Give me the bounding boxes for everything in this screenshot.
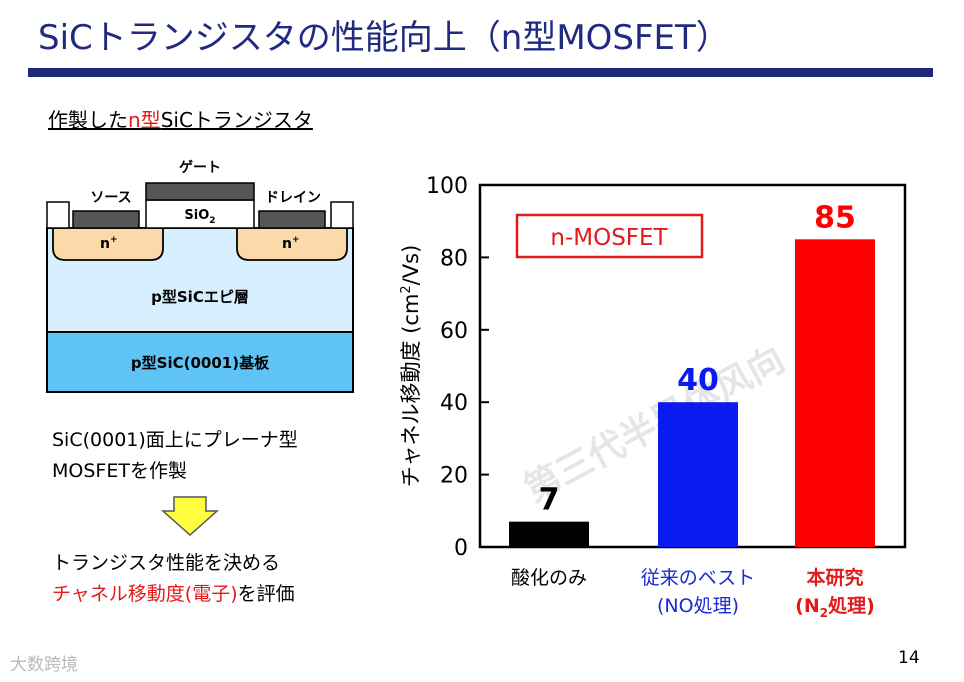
substrate-label: p型SiC(0001)基板: [131, 354, 270, 372]
n-plus-region-source: [52, 227, 164, 261]
y-tick-label: 20: [440, 464, 468, 489]
field-oxide-right: [330, 201, 354, 229]
y-axis-label: チャネル移動度 (cm2/Vs): [399, 245, 423, 488]
bar-value-label: 7: [539, 483, 560, 518]
legend-box: [515, 213, 704, 259]
corner-watermark-logo: 大数跨境: [10, 655, 78, 675]
description-evaluation: トランジスタ性能を決める チャネル移動度(電子)を評価: [52, 548, 295, 610]
source-electrode: [72, 210, 140, 229]
drain-electrode: [258, 210, 326, 229]
gate-label: ゲート: [179, 159, 221, 176]
category-sublabel: (NO処理): [657, 595, 739, 617]
down-arrow-icon: [161, 496, 219, 537]
legend-label: n-MOSFET: [550, 225, 668, 251]
desc2-highlight: チャネル移動度(電子): [52, 583, 238, 605]
epi-layer-label: p型SiCエピ層: [151, 288, 249, 306]
gate-electrode: [145, 182, 255, 201]
page-number: 14: [898, 648, 920, 668]
n-plus-region-drain: [236, 227, 348, 261]
mosfet-cross-section-diagram: p型SiC(0001)基板 p型SiCエピ層 n+ n+ SiO2 ゲート ソー…: [46, 159, 354, 393]
y-tick-label: 40: [440, 391, 468, 416]
field-oxide-left: [46, 201, 70, 229]
category-label: 従来のベスト: [641, 567, 755, 589]
category-sublabel: (N2処理): [795, 594, 875, 620]
y-tick-label: 60: [440, 319, 468, 344]
desc2-line1: トランジスタ性能を決める: [52, 552, 281, 574]
y-tick-label: 80: [440, 246, 468, 271]
desc2-line2: チャネル移動度(電子)を評価: [52, 579, 295, 610]
title-underline-bar: [28, 68, 933, 77]
substrate-layer: [46, 331, 354, 393]
bar: [658, 402, 738, 547]
n-plus-label-right: n+: [282, 235, 300, 252]
category-label: 本研究: [806, 566, 863, 589]
gate-oxide: [145, 199, 255, 229]
gate-oxide-label: SiO2: [184, 208, 215, 226]
device-subtitle: 作製したn型SiCトランジスタ: [48, 104, 313, 133]
bar-value-label: 85: [814, 200, 856, 235]
mobility-bar-chart: 第三代半导体风向 チャネル移動度 (cm2/Vs) n-MOSFET 02040…: [399, 174, 907, 620]
y-tick-label: 0: [454, 536, 468, 561]
desc2-tail: を評価: [237, 583, 295, 605]
subtitle-part1: 作製した: [48, 108, 128, 132]
source-label: ソース: [90, 190, 131, 206]
drain-label: ドレイン: [265, 190, 321, 206]
slide-title: SiCトランジスタの性能向上（n型MOSFET）: [38, 18, 730, 58]
n-plus-label-left: n+: [100, 235, 118, 252]
bar-value-label: 40: [677, 363, 719, 398]
bar: [795, 239, 875, 548]
subtitle-part3: SiCトランジスタ: [160, 108, 313, 132]
subtitle-part2: n型: [128, 108, 161, 132]
bar: [509, 521, 589, 547]
desc1-line2: MOSFETを作製: [52, 460, 187, 482]
desc1-line1: SiC(0001)面上にプレーナ型: [52, 429, 298, 451]
y-tick-label: 100: [426, 174, 468, 199]
description-fabrication: SiC(0001)面上にプレーナ型 MOSFETを作製: [52, 425, 298, 487]
category-label: 酸化のみ: [511, 567, 587, 589]
